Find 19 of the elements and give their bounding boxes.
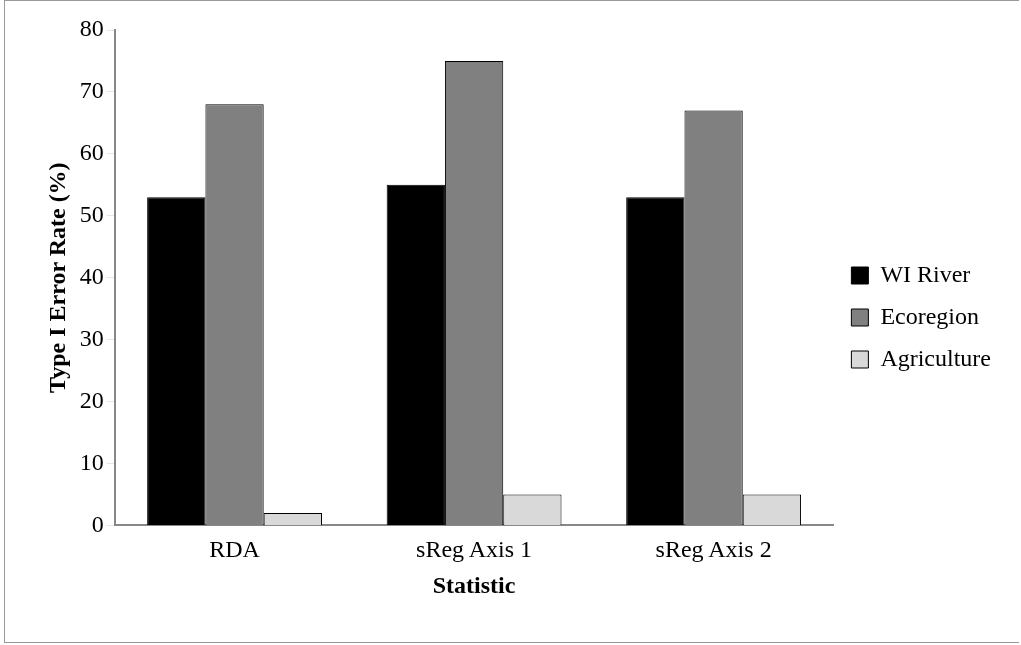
y-tick-label: 20: [79, 386, 104, 413]
y-tick-label: 60: [79, 139, 104, 166]
x-tick-label: RDA: [209, 536, 261, 563]
x-tick-label: sReg Axis 1: [416, 536, 533, 563]
y-tick-label: 50: [79, 201, 104, 228]
x-axis-title: Statistic: [432, 571, 516, 598]
bar: [147, 197, 206, 525]
bar: [626, 197, 685, 525]
legend-label: Agriculture: [880, 344, 991, 371]
y-tick-label: 30: [79, 324, 104, 351]
legend-label: Ecoregion: [880, 302, 979, 329]
y-tick-label: 40: [79, 263, 104, 289]
y-tick-label: 0: [91, 510, 104, 537]
legend-label: WI River: [880, 260, 971, 287]
y-axis-title: Type I Error Rate (%): [43, 162, 70, 394]
y-tick-label: 80: [79, 15, 104, 42]
x-tick-label: sReg Axis 2: [655, 536, 772, 563]
y-tick-label: 10: [79, 448, 104, 475]
y-tick-label: 70: [79, 77, 104, 104]
